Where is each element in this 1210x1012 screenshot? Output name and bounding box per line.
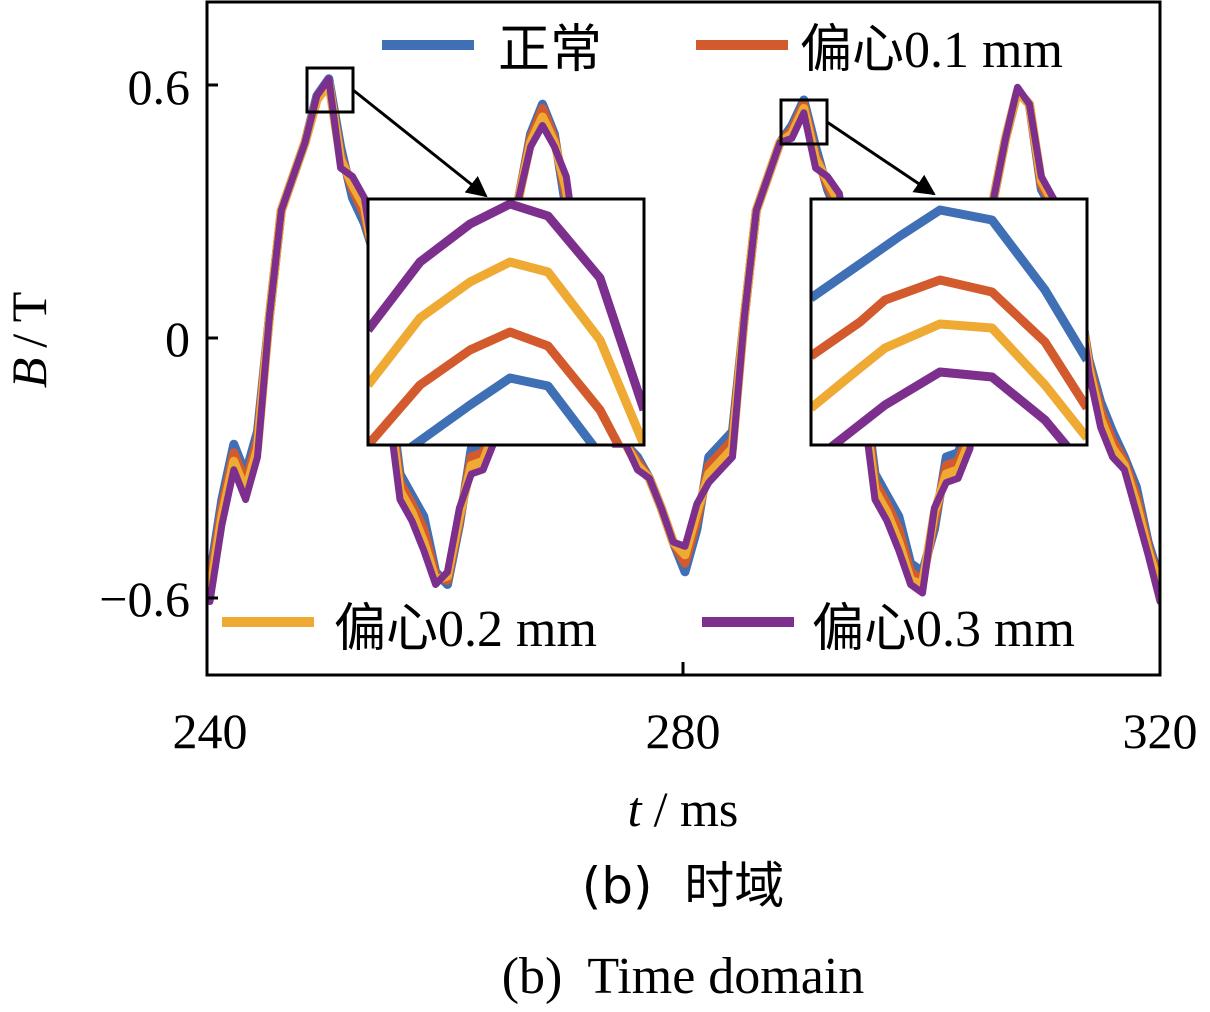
- inset-line: [407, 373, 599, 445]
- x-axis-var: t: [628, 781, 643, 837]
- legend-label: 偏心0.1 mm: [800, 22, 1063, 79]
- legend-label: 偏心0.3 mm: [812, 601, 1075, 658]
- ytick-label: −0.6: [99, 571, 190, 627]
- legend-label: 正常: [498, 20, 602, 80]
- xtick-label: 240: [173, 703, 248, 759]
- ytick-label: 0.6: [128, 59, 191, 115]
- legend-top: 正常 偏心0.1 mm: [382, 20, 1063, 80]
- xtick-label: 280: [646, 703, 721, 759]
- x-axis-label: t / ms: [628, 781, 739, 837]
- xtick-label: 320: [1123, 703, 1198, 759]
- inset-frame: [809, 197, 1089, 447]
- inset-line: [368, 199, 644, 412]
- zoom-arrow: [352, 88, 488, 198]
- caption-english: (b) Time domain: [502, 948, 865, 1005]
- legend-bottom: 偏心0.2 mm 偏心0.3 mm: [222, 601, 1075, 658]
- inset-line: [368, 257, 644, 445]
- inset-line: [827, 367, 1072, 445]
- y-axis-label: B / T: [1, 292, 57, 389]
- inset-line: [811, 205, 1087, 363]
- inset-line: [368, 327, 624, 445]
- caption-chinese: (b) 时域: [582, 857, 785, 915]
- ytick-label: 0: [165, 311, 190, 367]
- inset-plot: [366, 197, 646, 447]
- zoom-arrow: [826, 120, 936, 196]
- inset-plot: [809, 197, 1089, 447]
- y-axis-unit: / T: [1, 292, 57, 348]
- inset-line: [811, 275, 1087, 411]
- inset-line: [811, 319, 1087, 441]
- y-axis-var: B: [1, 358, 57, 389]
- inset-frame: [366, 197, 646, 447]
- x-axis-unit: / ms: [654, 781, 739, 837]
- legend-label: 偏心0.2 mm: [334, 601, 597, 658]
